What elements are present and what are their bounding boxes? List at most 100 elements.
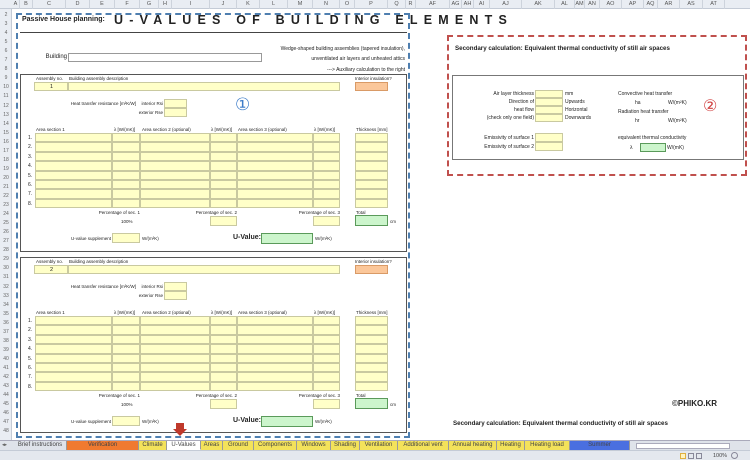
assembly-1-layer-cell[interactable] bbox=[313, 189, 340, 199]
assembly-2-layer-cell[interactable] bbox=[313, 353, 340, 363]
assembly-2-layer-cell[interactable] bbox=[237, 325, 313, 335]
assembly-1-layer-cell[interactable] bbox=[210, 170, 237, 180]
assembly-1-layer-cell[interactable] bbox=[140, 142, 210, 152]
assembly-2-layer-cell[interactable] bbox=[35, 316, 112, 326]
assembly-1-layer-cell[interactable] bbox=[140, 161, 210, 171]
column-header-AQ[interactable]: AQ bbox=[644, 0, 658, 9]
column-header-M[interactable]: M bbox=[288, 0, 313, 9]
tab-windows[interactable]: Windows bbox=[297, 441, 331, 450]
assembly-1-layer-cell[interactable] bbox=[313, 142, 340, 152]
tab-heating-load[interactable]: Heating load bbox=[525, 441, 570, 450]
horizontal-scrollbar[interactable] bbox=[636, 443, 730, 449]
assembly-1-layer-cell[interactable] bbox=[313, 133, 340, 143]
assembly-2-layer-cell[interactable] bbox=[237, 344, 313, 354]
tab-components[interactable]: Components bbox=[254, 441, 297, 450]
assembly-2-layer-cell[interactable] bbox=[140, 325, 210, 335]
tab-ventilation[interactable]: Ventilation bbox=[360, 441, 398, 450]
tab-brief-instructions[interactable]: Brief instructions bbox=[14, 441, 67, 450]
row-header-44[interactable]: 44 bbox=[3, 392, 9, 399]
assembly-2-layer-cell[interactable] bbox=[35, 363, 112, 373]
row-header-25[interactable]: 25 bbox=[3, 220, 9, 227]
assembly-1-layer-cell[interactable] bbox=[35, 170, 112, 180]
assembly-2-supplement-input[interactable] bbox=[112, 416, 140, 426]
row-header-28[interactable]: 28 bbox=[3, 247, 9, 254]
assembly-2-layer-cell[interactable] bbox=[237, 372, 313, 382]
assembly-2-layer-cell[interactable] bbox=[140, 353, 210, 363]
row-header-19[interactable]: 19 bbox=[3, 165, 9, 172]
air-input-2[interactable] bbox=[535, 106, 563, 114]
assembly-2-layer-cell[interactable] bbox=[237, 316, 313, 326]
assembly-2-layer-cell[interactable] bbox=[112, 344, 140, 354]
assembly-2-layer-cell[interactable] bbox=[210, 334, 237, 345]
row-header-14[interactable]: 14 bbox=[3, 120, 9, 127]
column-header-AI[interactable]: AI bbox=[474, 0, 490, 9]
row-header-6[interactable]: 6 bbox=[4, 48, 8, 55]
assembly-2-layer-cell[interactable] bbox=[35, 372, 112, 382]
assembly-1-layer-cell[interactable] bbox=[210, 151, 237, 162]
row-header-42[interactable]: 42 bbox=[3, 374, 9, 380]
assembly-2-layer-cell[interactable] bbox=[355, 344, 388, 354]
row-header-21[interactable]: 21 bbox=[3, 183, 9, 190]
assembly-1-layer-cell[interactable] bbox=[210, 189, 237, 199]
assembly-2-layer-cell[interactable] bbox=[355, 381, 388, 392]
assembly-1-layer-cell[interactable] bbox=[140, 180, 210, 190]
row-header-39[interactable]: 39 bbox=[3, 346, 9, 353]
column-header-G[interactable]: G bbox=[140, 0, 159, 9]
tab-scroll-icon[interactable]: ◂▸ bbox=[2, 442, 8, 448]
assembly-2-pct2-input[interactable] bbox=[210, 399, 237, 409]
row-header-26[interactable]: 26 bbox=[3, 229, 9, 236]
tab-annual-heating[interactable]: Annual heating bbox=[449, 441, 497, 450]
row-header-15[interactable]: 15 bbox=[3, 129, 9, 136]
row-header-38[interactable]: 38 bbox=[3, 337, 9, 344]
assembly-1-layer-cell[interactable] bbox=[140, 170, 210, 180]
column-header-AN[interactable]: AN bbox=[585, 0, 600, 9]
assembly-2-layer-cell[interactable] bbox=[140, 372, 210, 382]
assembly-1-layer-cell[interactable] bbox=[140, 198, 210, 209]
column-header-B[interactable]: B bbox=[20, 0, 33, 9]
assembly-2-layer-cell[interactable] bbox=[313, 363, 340, 373]
assembly-2-layer-cell[interactable] bbox=[237, 381, 313, 392]
row-header-24[interactable]: 24 bbox=[3, 211, 9, 218]
column-header-AM[interactable]: AM bbox=[575, 0, 585, 9]
assembly-2-layer-cell[interactable] bbox=[112, 381, 140, 392]
assembly-1-number[interactable]: 1 bbox=[34, 82, 68, 91]
assembly-2-layer-cell[interactable] bbox=[112, 353, 140, 363]
assembly-1-layer-cell[interactable] bbox=[355, 142, 388, 152]
assembly-1-layer-cell[interactable] bbox=[140, 133, 210, 143]
row-header-11[interactable]: 11 bbox=[3, 93, 9, 100]
assembly-2-layer-cell[interactable] bbox=[210, 316, 237, 326]
row-header-7[interactable]: 7 bbox=[4, 57, 8, 64]
assembly-2-layer-cell[interactable] bbox=[140, 381, 210, 392]
assembly-2-layer-cell[interactable] bbox=[313, 334, 340, 345]
assembly-1-layer-cell[interactable] bbox=[210, 142, 237, 152]
assembly-2-layer-cell[interactable] bbox=[112, 316, 140, 326]
row-header-12[interactable]: 12 bbox=[3, 102, 9, 109]
column-header-H[interactable]: H bbox=[159, 0, 172, 9]
assembly-2-layer-cell[interactable] bbox=[210, 344, 237, 354]
assembly-2-layer-cell[interactable] bbox=[237, 353, 313, 363]
assembly-1-layer-cell[interactable] bbox=[237, 170, 313, 180]
assembly-1-layer-cell[interactable] bbox=[112, 161, 140, 171]
assembly-1-layer-cell[interactable] bbox=[35, 161, 112, 171]
assembly-1-layer-cell[interactable] bbox=[237, 161, 313, 171]
page-layout-icon[interactable] bbox=[688, 453, 694, 459]
assembly-2-layer-cell[interactable] bbox=[35, 344, 112, 354]
assembly-1-rsi-input[interactable] bbox=[164, 99, 187, 108]
assembly-1-layer-cell[interactable] bbox=[237, 151, 313, 162]
tab-areas[interactable]: Areas bbox=[201, 441, 223, 450]
row-header-46[interactable]: 46 bbox=[3, 410, 9, 417]
assembly-1-layer-cell[interactable] bbox=[355, 170, 388, 180]
assembly-2-rse-input[interactable] bbox=[164, 291, 187, 300]
assembly-1-layer-cell[interactable] bbox=[112, 170, 140, 180]
assembly-2-layer-cell[interactable] bbox=[35, 325, 112, 335]
row-header-27[interactable]: 27 bbox=[3, 238, 9, 245]
row-header-48[interactable]: 48 bbox=[3, 428, 9, 435]
assembly-1-layer-cell[interactable] bbox=[35, 180, 112, 190]
row-header-13[interactable]: 13 bbox=[3, 111, 9, 118]
row-header-10[interactable]: 10 bbox=[3, 84, 9, 91]
column-header-P[interactable]: P bbox=[355, 0, 388, 9]
assembly-1-layer-cell[interactable] bbox=[313, 198, 340, 209]
assembly-1-layer-cell[interactable] bbox=[210, 198, 237, 209]
assembly-2-pct3-input[interactable] bbox=[313, 399, 340, 409]
row-header-34[interactable]: 34 bbox=[3, 301, 9, 308]
